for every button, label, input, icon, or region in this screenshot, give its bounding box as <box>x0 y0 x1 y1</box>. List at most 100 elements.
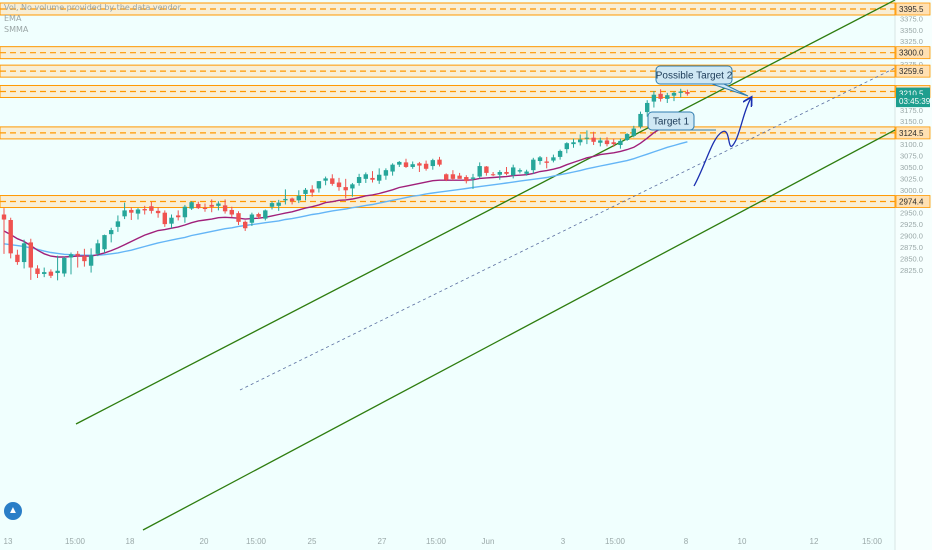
price-tag-label-0: 3210.5 <box>899 90 924 99</box>
y-tick-2: 2875.0 <box>900 243 923 252</box>
y-tick-3: 2900.0 <box>900 232 923 241</box>
candle-100 <box>671 91 677 102</box>
candle-95 <box>638 111 643 129</box>
candle-67 <box>450 170 456 181</box>
candle-98 <box>658 89 663 102</box>
candle-56 <box>377 168 382 184</box>
x-tick-0: 13 <box>4 537 13 546</box>
level-tag-label-0: 3395.5 <box>899 5 924 14</box>
candle-19 <box>129 207 134 220</box>
candle-93 <box>624 133 630 141</box>
candle-39 <box>263 209 268 221</box>
candle-46 <box>310 185 315 197</box>
candle-17 <box>115 215 121 232</box>
channel-midline <box>239 67 896 391</box>
candle-7 <box>48 269 54 279</box>
legend-smma: SMMA <box>4 25 29 34</box>
candle-16 <box>109 227 114 243</box>
level-tag-label-2: 3259.6 <box>899 67 924 76</box>
candle-37 <box>249 212 255 226</box>
candle-21 <box>142 205 147 215</box>
candle-74 <box>497 170 502 180</box>
candle-49 <box>330 174 335 186</box>
candle-88 <box>591 131 596 146</box>
x-tick-7: 15:00 <box>426 537 447 546</box>
y-tick-10: 3100.0 <box>900 140 923 149</box>
y-tick-9: 3075.0 <box>900 152 923 161</box>
y-tick-7: 3025.0 <box>900 174 923 183</box>
candle-32 <box>216 201 221 211</box>
candle-58 <box>390 163 395 176</box>
candle-57 <box>383 168 389 180</box>
x-tick-6: 27 <box>378 537 387 546</box>
candle-96 <box>645 100 650 117</box>
candle-41 <box>276 199 281 211</box>
candle-77 <box>517 168 523 174</box>
price-tag-label-1: 03:45:39 <box>899 97 931 106</box>
candle-87 <box>584 130 590 145</box>
candle-76 <box>511 164 516 179</box>
y-tick-13: 3275.0 <box>900 60 923 69</box>
y-tick-8: 3050.0 <box>900 163 923 172</box>
candle-25 <box>169 214 174 229</box>
candle-5 <box>35 265 40 279</box>
x-tick-14: 15:00 <box>862 537 883 546</box>
candle-26 <box>176 210 181 221</box>
candle-89 <box>598 137 603 147</box>
channel-lower-line[interactable] <box>142 129 896 531</box>
y-tick-5: 2950.0 <box>900 209 923 218</box>
candle-102 <box>685 89 690 96</box>
candle-9 <box>62 256 67 277</box>
y-tick-12: 3175.0 <box>900 106 923 115</box>
candle-71 <box>477 162 482 179</box>
candle-14 <box>95 239 100 257</box>
candle-15 <box>102 234 107 253</box>
candle-35 <box>236 211 241 226</box>
candle-73 <box>490 171 496 177</box>
candle-40 <box>269 201 275 210</box>
candle-11 <box>75 251 80 268</box>
candle-47 <box>316 181 322 193</box>
candle-48 <box>323 176 328 186</box>
axis-panel <box>895 0 932 550</box>
candle-72 <box>484 166 489 176</box>
candle-52 <box>350 182 355 197</box>
x-tick-10: 15:00 <box>605 537 626 546</box>
y-tick-14: 3325.0 <box>900 37 923 46</box>
y-tick-6: 3000.0 <box>900 186 923 195</box>
candle-24 <box>162 210 167 227</box>
tradingview-logo-icon[interactable]: ▲ <box>4 502 22 520</box>
candle-55 <box>370 171 375 183</box>
legend-volume-note: Vol, No volume provided by the data vend… <box>4 3 181 12</box>
level-tag-label-5: 2974.4 <box>899 198 924 207</box>
y-tick-4: 2925.0 <box>900 220 923 229</box>
candle-42 <box>283 189 288 205</box>
candle-94 <box>631 125 636 138</box>
target-2-callout-label: Possible Target 2 <box>656 71 733 82</box>
level-tag-5 <box>895 195 931 208</box>
candle-80 <box>537 155 543 165</box>
channel-upper-line[interactable] <box>75 0 896 425</box>
candle-30 <box>202 203 208 212</box>
candle-62 <box>417 161 422 172</box>
candle-92 <box>618 138 623 149</box>
target-2-callout[interactable]: Possible Target 2 <box>655 65 749 97</box>
level-tag-2 <box>895 64 931 78</box>
candle-85 <box>571 138 576 148</box>
candle-0 <box>1 208 7 254</box>
candle-3 <box>21 239 27 269</box>
y-tick-0: 2825.0 <box>900 266 923 275</box>
target-1-callout[interactable]: Target 1 <box>647 111 716 131</box>
candle-13 <box>88 248 94 273</box>
level-tag-0 <box>895 2 931 16</box>
candle-44 <box>296 190 301 204</box>
x-tick-12: 10 <box>738 537 747 546</box>
x-tick-1: 15:00 <box>65 537 86 546</box>
candle-20 <box>135 208 141 220</box>
price-tag-1 <box>896 95 930 108</box>
candle-1 <box>8 217 13 259</box>
candle-70 <box>470 173 476 189</box>
candle-27 <box>182 204 188 223</box>
projection-arrow[interactable] <box>693 98 751 187</box>
